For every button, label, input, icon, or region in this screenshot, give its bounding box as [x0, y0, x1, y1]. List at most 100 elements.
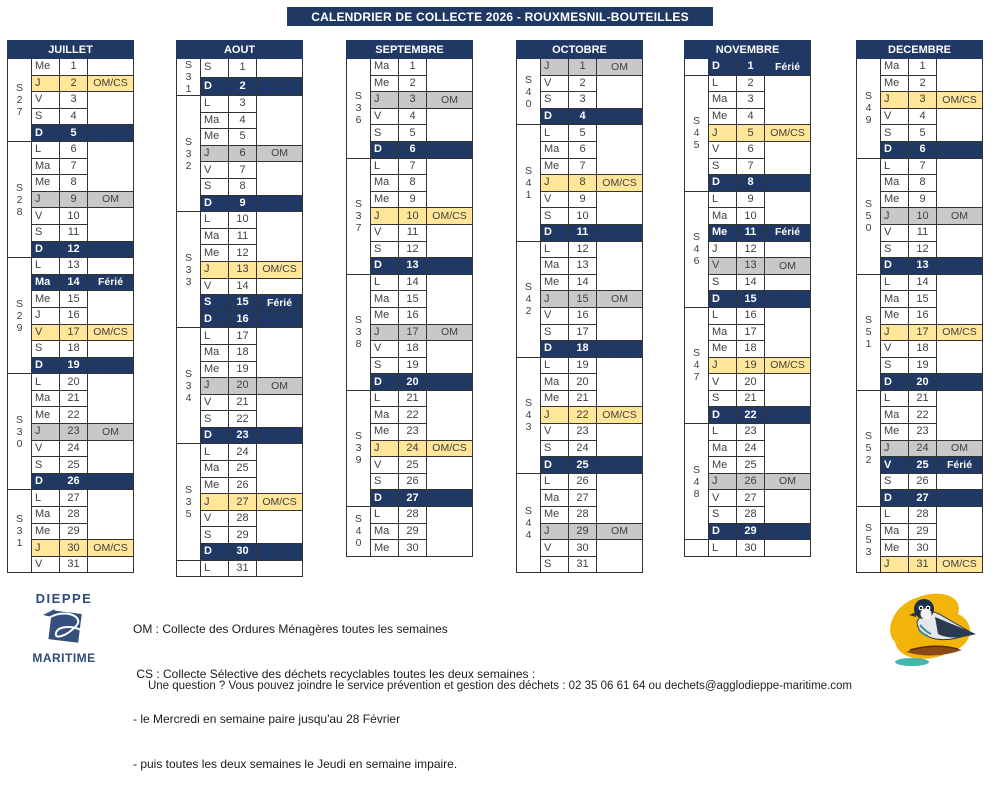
collect-tag: OM — [935, 207, 984, 225]
legend-line-cs-detail-1: - le Mercredi en semaine paire jusqu'au … — [133, 712, 401, 726]
collect-tag — [935, 290, 984, 308]
day-letter: J — [880, 91, 909, 109]
day-row: Me 23 — [347, 423, 474, 441]
day-row: Me 16 — [857, 306, 984, 325]
month-table: NOVEMBRE D 1 Férié S 4 5 L 2 Ma 3 Me 4 J 5 OM/CS V 6 S 7 D 8 S… — [684, 40, 811, 557]
collect-tag — [255, 310, 304, 329]
day-number: 2 — [398, 74, 427, 93]
collect-tag — [935, 124, 984, 142]
day-number: 8 — [568, 174, 597, 192]
month-juillet: JUILLET S 2 7 Me 1 J 2 OM/CS V 3 S 4 D 5 S 2 8 L 6 Ma 7 Me 8 J 9 O… — [7, 40, 134, 574]
day-number: 18 — [908, 340, 937, 358]
day-letter: Me — [31, 58, 60, 76]
day-letter: Me — [880, 74, 909, 93]
day-number: 28 — [228, 509, 257, 528]
collect-tag — [87, 108, 134, 125]
day-letter: S — [708, 506, 737, 524]
collect-tag — [255, 327, 304, 345]
day-row: V 25 Férié — [857, 456, 984, 474]
day-row: S 4 0 L 28 — [346, 506, 474, 557]
day-number: 25 — [908, 456, 937, 474]
collect-tag: OM/CS — [935, 555, 984, 574]
collect-tag — [425, 75, 474, 92]
collect-tag: OM — [425, 323, 474, 342]
day-letter: L — [200, 559, 229, 578]
day-number: 31 — [908, 555, 937, 574]
day-letter: L — [880, 506, 909, 524]
collect-tag — [425, 390, 474, 407]
day-number: 4 — [228, 111, 257, 130]
day-letter: S — [31, 340, 60, 358]
collect-tag: OM/CS — [935, 323, 984, 342]
collect-tag — [425, 158, 474, 175]
day-row: V 27 — [685, 489, 811, 508]
day-letter: S — [31, 107, 60, 126]
day-letter: Me — [31, 522, 60, 541]
day-letter: V — [370, 340, 399, 358]
collect-tag — [87, 356, 134, 375]
month-header: DECEMBRE — [855, 40, 984, 59]
day-number: 7 — [59, 157, 88, 176]
collect-tag — [255, 128, 304, 146]
month-table: SEPTEMBRE S 3 6 Ma 1 Me 2 J 3 OM V 4 S 5 D 6 S 3 7 L 7 Ma 8 Me 9 J… — [345, 40, 474, 557]
day-row: Me 16 — [347, 306, 474, 325]
day-row: D 1 Férié — [684, 58, 811, 76]
day-letter: J — [880, 207, 909, 225]
day-row: V 31 — [8, 555, 134, 574]
day-number: 17 — [59, 323, 88, 342]
day-letter: Ma — [31, 157, 60, 176]
day-number: 1 — [736, 58, 765, 76]
collect-tag — [764, 174, 811, 192]
collect-tag — [764, 522, 811, 541]
day-number: 14 — [398, 273, 427, 292]
day-letter: J — [708, 472, 737, 491]
collect-tag — [596, 141, 643, 159]
collect-tag — [596, 539, 643, 557]
day-letter: V — [200, 277, 229, 296]
collect-tag — [764, 324, 811, 341]
collect-tag — [764, 406, 811, 425]
day-row: D 25 — [517, 456, 643, 474]
day-number: 27 — [908, 489, 937, 508]
day-row: V 18 — [347, 340, 474, 358]
day-letter: Me — [370, 306, 399, 325]
day-row: Ma 17 — [685, 323, 811, 342]
day-number: 20 — [59, 373, 88, 391]
day-letter: D — [880, 140, 909, 159]
collect-tag: Férié — [255, 294, 304, 312]
month-octobre: OCTOBRE S 4 0 J 1 OM V 2 S 3 D 4 S 4 1 L 5 Ma 6 Me 7 J 8 OM/CS V 9… — [516, 40, 643, 574]
collect-tag — [935, 489, 984, 508]
day-number: 12 — [736, 240, 765, 259]
collect-tag: OM — [87, 190, 134, 209]
day-number: 5 — [398, 124, 427, 142]
day-row: J 5 OM/CS — [685, 124, 811, 142]
day-number: 23 — [568, 423, 597, 441]
day-row: J 15 OM — [517, 290, 643, 308]
day-letter: V — [31, 555, 60, 574]
day-row: S 3 9 L 21 — [346, 389, 474, 508]
day-number: 9 — [568, 190, 597, 209]
day-letter: Me — [708, 456, 737, 474]
day-number: 19 — [59, 356, 88, 375]
day-letter: J — [540, 406, 569, 425]
day-letter: S — [200, 177, 229, 196]
collect-tag: OM/CS — [764, 124, 811, 142]
month-table: JUILLET S 2 7 Me 1 J 2 OM/CS V 3 S 4 D 5 S 2 8 L 6 Ma 7 Me 8 J 9 O… — [7, 40, 134, 574]
day-letter: V — [540, 423, 569, 441]
day-number: 24 — [398, 439, 427, 458]
collect-tag — [935, 406, 984, 424]
month-aout: AOUT S 3 1 S 1 D 2 S 3 2 L 3 Ma 4 Me 5 J 6 OM V 7 S 8 D 9 S 3 3 L 10 Ma… — [175, 40, 304, 578]
day-number: 30 — [908, 539, 937, 557]
collect-tag — [255, 278, 304, 295]
collect-tag — [596, 207, 643, 225]
day-number: 3 — [398, 91, 427, 109]
day-number: 28 — [59, 506, 88, 524]
collect-tag — [596, 307, 643, 324]
